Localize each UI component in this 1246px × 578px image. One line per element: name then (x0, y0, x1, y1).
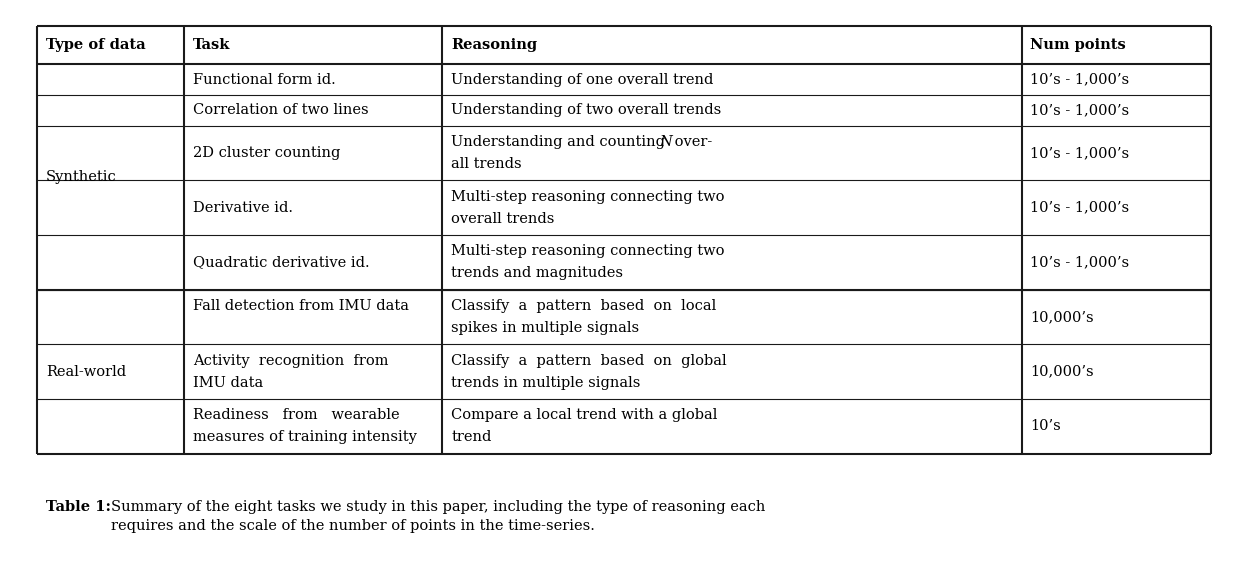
Text: Reasoning: Reasoning (451, 38, 537, 52)
Text: N: N (659, 135, 673, 149)
Text: Functional form id.: Functional form id. (193, 73, 336, 87)
Text: Type of data: Type of data (46, 38, 146, 52)
Text: overall trends: overall trends (451, 212, 554, 225)
Text: trend: trend (451, 431, 491, 444)
Text: 10’s - 1,000’s: 10’s - 1,000’s (1030, 103, 1130, 117)
Text: over-: over- (670, 135, 713, 149)
Text: Summary of the eight tasks we study in this paper, including the type of reasoni: Summary of the eight tasks we study in t… (111, 500, 765, 533)
Text: 10,000’s: 10,000’s (1030, 365, 1094, 379)
Text: 10’s - 1,000’s: 10’s - 1,000’s (1030, 201, 1130, 214)
Text: Readiness   from   wearable: Readiness from wearable (193, 409, 400, 423)
Text: spikes in multiple signals: spikes in multiple signals (451, 321, 639, 335)
Text: Understanding of two overall trends: Understanding of two overall trends (451, 103, 721, 117)
Text: Num points: Num points (1030, 38, 1126, 52)
Text: Task: Task (193, 38, 231, 52)
Text: Compare a local trend with a global: Compare a local trend with a global (451, 409, 718, 423)
Text: trends in multiple signals: trends in multiple signals (451, 376, 640, 390)
Text: all trends: all trends (451, 157, 522, 171)
Text: Classify  a  pattern  based  on  global: Classify a pattern based on global (451, 354, 726, 368)
Text: 10’s - 1,000’s: 10’s - 1,000’s (1030, 255, 1130, 269)
Text: Multi-step reasoning connecting two: Multi-step reasoning connecting two (451, 190, 725, 203)
Text: 10’s - 1,000’s: 10’s - 1,000’s (1030, 73, 1130, 87)
Bar (37, 26, 1211, 454)
Text: 10,000’s: 10,000’s (1030, 310, 1094, 324)
Text: Fall detection from IMU data: Fall detection from IMU data (193, 299, 409, 313)
Text: Correlation of two lines: Correlation of two lines (193, 103, 369, 117)
Text: Real-world: Real-world (46, 365, 126, 379)
Text: IMU data: IMU data (193, 376, 263, 390)
Text: Classify  a  pattern  based  on  local: Classify a pattern based on local (451, 299, 716, 313)
Text: measures of training intensity: measures of training intensity (193, 431, 417, 444)
Text: Multi-step reasoning connecting two: Multi-step reasoning connecting two (451, 244, 725, 258)
Text: Synthetic: Synthetic (46, 170, 117, 184)
Text: Table 1:: Table 1: (46, 500, 116, 514)
Text: Understanding of one overall trend: Understanding of one overall trend (451, 73, 714, 87)
Text: 10’s: 10’s (1030, 420, 1062, 434)
Text: trends and magnitudes: trends and magnitudes (451, 266, 623, 280)
Text: 2D cluster counting: 2D cluster counting (193, 146, 340, 160)
Text: Understanding and counting: Understanding and counting (451, 135, 669, 149)
Text: Quadratic derivative id.: Quadratic derivative id. (193, 255, 370, 269)
Text: 10’s - 1,000’s: 10’s - 1,000’s (1030, 146, 1130, 160)
Text: Derivative id.: Derivative id. (193, 201, 293, 214)
Text: Activity  recognition  from: Activity recognition from (193, 354, 389, 368)
